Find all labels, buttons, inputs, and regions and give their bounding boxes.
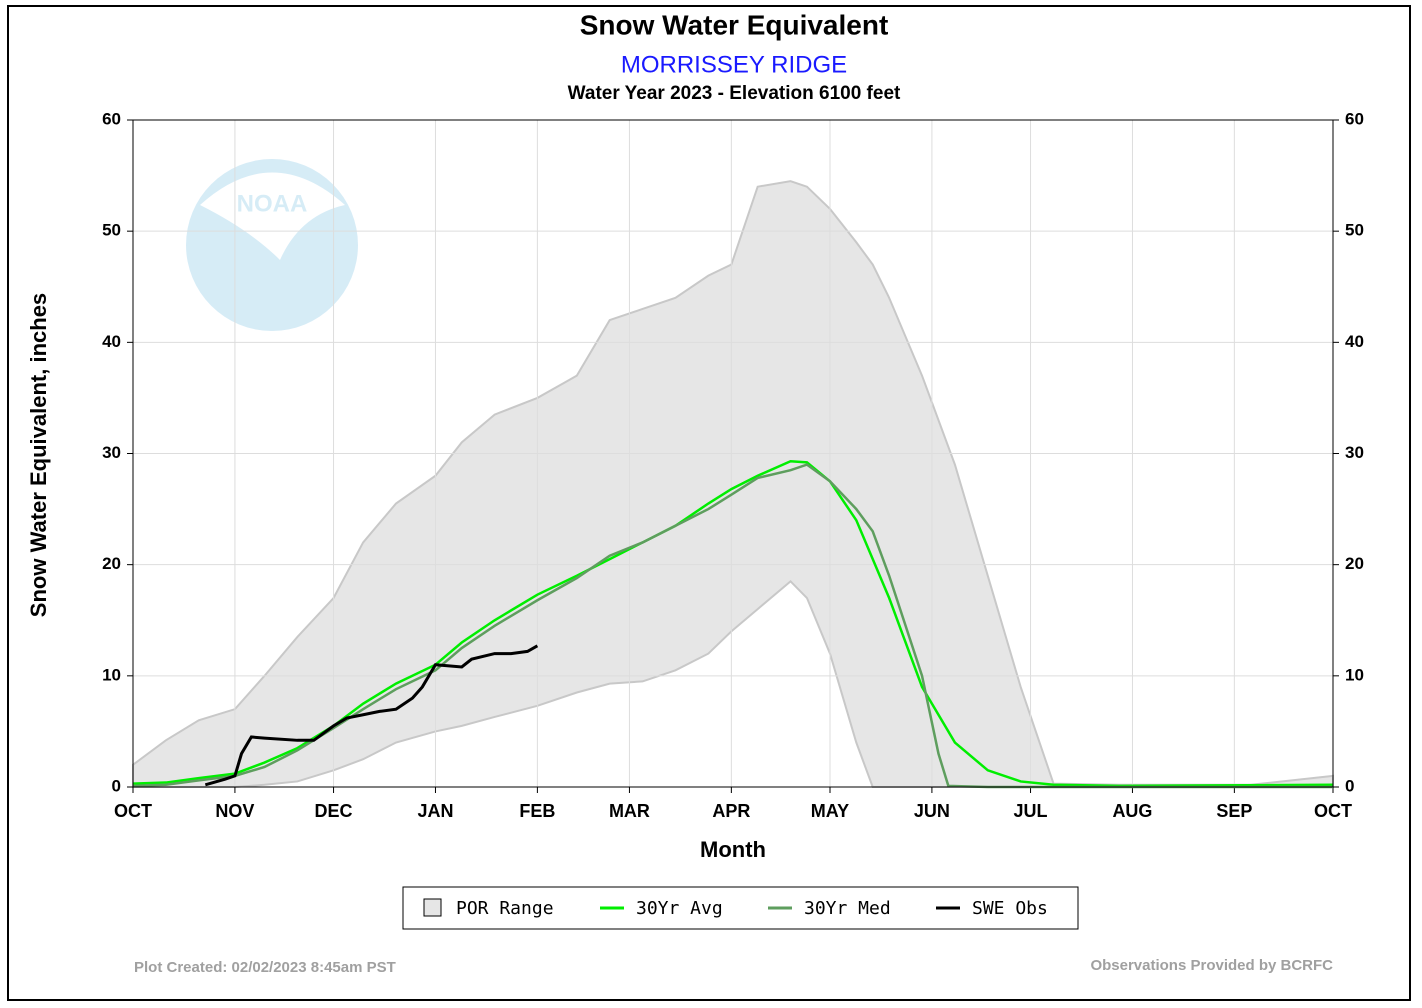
x-tick-label: SEP [1216,801,1252,821]
y-tick-label: 20 [102,554,121,573]
svg-text:NOAA: NOAA [237,190,308,217]
x-tick-label: OCT [1314,801,1352,821]
y-tick-label: 40 [1345,332,1364,351]
chart-subtitle: Water Year 2023 - Elevation 6100 feet [568,83,901,104]
y-tick-label: 50 [1345,221,1364,240]
y-tick-label: 40 [102,332,121,351]
y-tick-label: 20 [1345,554,1364,573]
legend-label: 30Yr Avg [636,898,723,919]
x-tick-label: JUL [1014,801,1048,821]
x-tick-label: APR [712,801,750,821]
line [132,463,1333,789]
legend [402,886,1079,930]
x-tick-label: FEB [519,801,555,821]
x-tick-label: MAR [609,801,650,821]
x-tick-label: DEC [315,801,353,821]
legend-label: SWE Obs [972,898,1048,919]
x-tick-label: JAN [417,801,453,821]
y-tick-label: 60 [102,109,121,128]
y-tick-label: 10 [1345,665,1364,684]
footer: Plot Created: 02/02/2023 8:45am PST [134,959,396,976]
y-tick-label: 10 [102,665,121,684]
line [204,644,539,787]
y-tick-label: 30 [102,443,121,462]
x-tick-label: OCT [114,801,152,821]
y-tick-label: 30 [1345,443,1364,462]
legend-label: 30Yr Med [804,898,891,919]
y-tick-label: 50 [102,221,121,240]
chart-subtitle: MORRISSEY RIDGE [621,51,847,78]
noaa-logo: NOAA [186,159,358,331]
legend-label: POR Range [456,898,554,919]
legend-swatch [423,898,442,917]
chart-title: Snow Water Equivalent [580,9,889,40]
x-tick-label: NOV [215,801,254,821]
y-axis-label: Snow Water Equivalent, inches [26,293,51,617]
y-tick-label: 0 [1345,776,1354,795]
footer: Observations Provided by BCRFC [1090,957,1333,974]
plot-border [132,119,1334,788]
x-tick-label: AUG [1112,801,1152,821]
x-tick-label: JUN [914,801,950,821]
y-tick-label: 0 [112,776,121,795]
x-axis-label: Month [700,837,766,862]
y-tick-label: 60 [1345,109,1364,128]
x-tick-label: MAY [811,801,849,821]
